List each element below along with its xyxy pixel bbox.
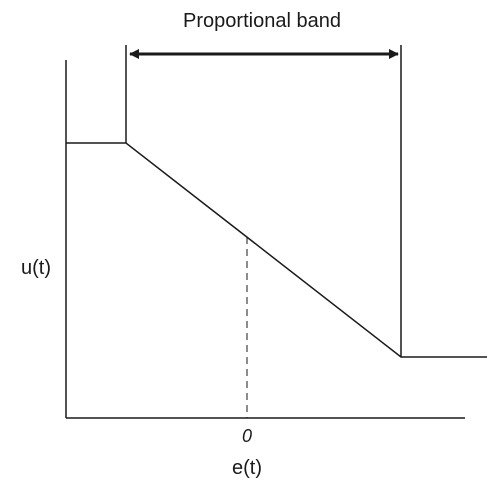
x-axis-label: e(t) <box>232 457 262 479</box>
controller-output-curve <box>66 142 487 358</box>
y-axis-label: u(t) <box>21 257 51 279</box>
origin-label: 0 <box>242 426 252 446</box>
band-label: Proportional band <box>183 10 341 32</box>
